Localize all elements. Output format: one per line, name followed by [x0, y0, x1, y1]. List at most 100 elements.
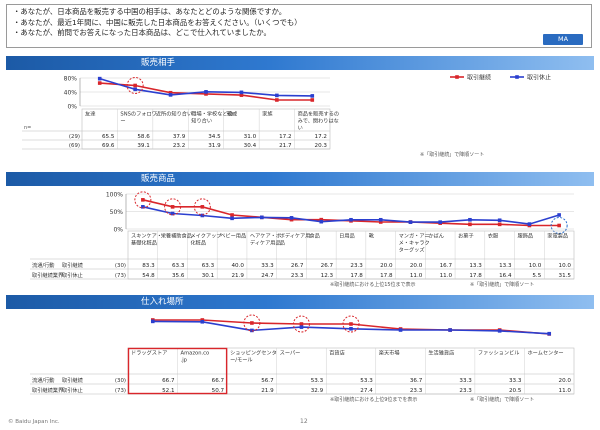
category-label: .jp: [181, 358, 188, 364]
data-label: 11.0: [440, 273, 453, 279]
data-point: [170, 211, 175, 216]
data-label: 52.1: [162, 388, 175, 394]
data-point: [289, 216, 294, 220]
data-point: [200, 318, 205, 322]
data-label: 17.8: [350, 273, 363, 279]
highlight-box: [127, 347, 228, 395]
data-point: [250, 328, 254, 333]
category-label: ファッションビル: [478, 349, 520, 357]
question-2: ・あなたが、最近1年間に、中国に販売した日本商品をお答えください。（いくつでも）: [13, 17, 302, 27]
data-point: [448, 328, 452, 332]
data-point: [275, 98, 279, 102]
row-n: (30): [115, 263, 126, 269]
y-tick-label: 40%: [64, 90, 78, 97]
data-label: 20.0: [380, 263, 393, 269]
data-label: 66.7: [162, 378, 175, 384]
data-point: [497, 222, 502, 227]
y-tick-label: 50%: [110, 209, 124, 216]
data-point: [133, 87, 137, 92]
data-label: 36.7: [410, 378, 423, 384]
question-box: ・あなたが、日本商品を販売する中国の相手は、あなたとどのような関係ですか。 ・あ…: [6, 4, 592, 48]
category-label: ベビー用品: [220, 232, 246, 240]
data-label: 5.5: [532, 273, 541, 279]
data-label: 13.3: [469, 263, 482, 269]
data-label: 17.8: [469, 273, 482, 279]
data-point: [230, 216, 234, 221]
data-point: [349, 322, 353, 326]
data-label: 31.9: [208, 143, 221, 149]
highlight-circle: [126, 76, 144, 94]
category-label: 商品を販売するの: [298, 110, 340, 118]
data-point: [378, 217, 383, 222]
category-label: ボディケア用: [280, 232, 311, 240]
row-series-label: 取引休止: [62, 271, 83, 279]
category-label: 家族: [262, 110, 273, 118]
data-point: [310, 94, 315, 98]
category-label: ホームセンター: [527, 349, 563, 357]
data-label: 17.2: [315, 134, 327, 140]
row-n: (30): [115, 378, 126, 384]
data-label: 23.3: [291, 273, 304, 279]
data-label: 26.7: [291, 263, 304, 269]
category-label: スーパー: [280, 350, 301, 357]
y-tick-label: 0%: [113, 227, 123, 234]
highlight-circle: [342, 315, 360, 333]
row-series-label: 取引休止: [62, 386, 83, 394]
data-point: [204, 92, 208, 96]
section-header-products: 販売商品: [6, 172, 594, 186]
category-label: 楽天市場: [379, 349, 400, 357]
data-point: [97, 76, 102, 81]
category-label: 近所の知り合い: [156, 110, 192, 118]
ma-badge: MA: [543, 34, 583, 45]
data-label: 16.4: [499, 273, 512, 279]
data-point: [349, 326, 353, 331]
copyright: © Baidu Japan Inc.: [8, 419, 60, 425]
data-point: [349, 217, 353, 222]
data-label: 20.3: [315, 143, 328, 149]
category-label: 友達: [85, 110, 95, 118]
data-point: [133, 83, 137, 88]
data-label: 21.7: [279, 143, 292, 149]
category-label: 日用品: [339, 233, 355, 240]
data-label: 50.7: [212, 388, 225, 394]
category-label: 基礎化粧品: [131, 239, 157, 247]
category-label: かばん: [428, 232, 444, 240]
data-label: 10.0: [559, 263, 572, 269]
data-label: 23.2: [173, 143, 185, 149]
row-series-label: 取引継続: [62, 376, 84, 384]
data-point: [141, 198, 145, 202]
category-label: ドラッグストア: [131, 349, 167, 357]
y-tick-label: 80%: [64, 76, 78, 83]
data-label: 35.6: [172, 273, 185, 279]
data-label: 11.0: [410, 273, 423, 279]
data-point: [239, 90, 244, 95]
category-label: SNSのフォロワ: [120, 111, 156, 118]
data-label: 40.0: [231, 263, 244, 269]
legend-label: 取引継続: [467, 73, 491, 81]
category-label: 百貨店: [329, 349, 345, 357]
data-label: 33.3: [261, 263, 274, 269]
data-point: [230, 213, 234, 217]
data-point: [378, 220, 383, 224]
category-label: スキンケア・: [131, 233, 162, 240]
highlight-circle: [193, 198, 211, 216]
data-point: [557, 213, 561, 217]
data-label: 37.9: [173, 134, 186, 140]
data-label: 16.7: [440, 263, 453, 269]
data-point: [547, 331, 552, 336]
data-point: [557, 223, 561, 228]
data-point: [438, 220, 442, 224]
category-label: ー/モール: [230, 357, 253, 364]
data-label: 13.3: [499, 263, 512, 269]
data-label: 23.3: [459, 388, 472, 394]
data-label: 21.9: [231, 273, 244, 279]
footnote: ※「取引継続」で降順ソート: [470, 281, 534, 288]
category-label: 栄養補助食品: [161, 232, 192, 240]
data-point: [310, 98, 315, 102]
data-label: 83.3: [142, 263, 155, 269]
data-point: [200, 319, 205, 324]
category-label: 職場・学校などの: [191, 110, 233, 118]
category-label: 知り合い: [191, 117, 212, 125]
